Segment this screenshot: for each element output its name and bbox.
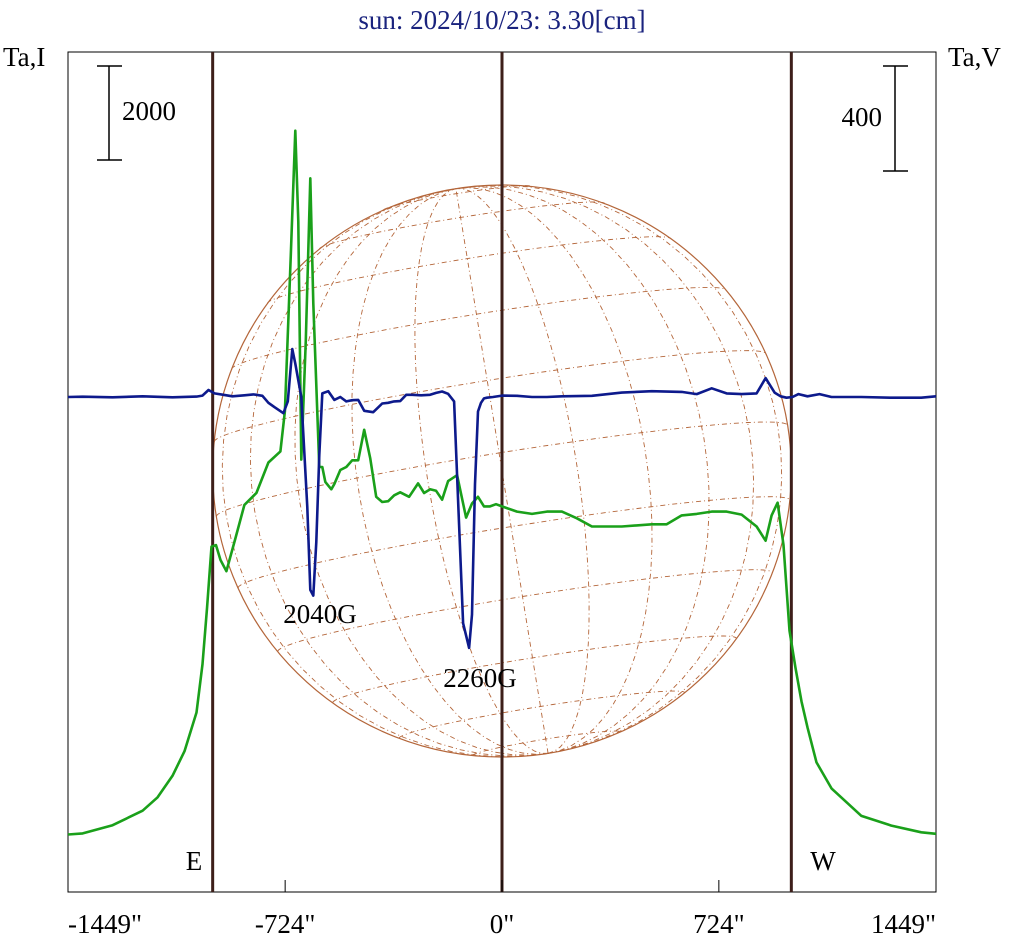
right-scale-label: 400 — [842, 102, 883, 132]
latitude-line — [472, 730, 621, 756]
east-limb-label: E — [186, 846, 203, 876]
x-tick-label: 1449" — [871, 909, 936, 939]
x-tick-label: -1449" — [68, 909, 142, 939]
annotation-2040G: 2040G — [283, 599, 357, 629]
longitude-line — [455, 188, 549, 754]
limb-lines — [211, 52, 793, 892]
west-limb-label: W — [810, 846, 836, 876]
longitude-line — [351, 188, 549, 755]
longitude-line — [455, 188, 590, 754]
solar-disk — [212, 184, 792, 758]
longitude-line — [414, 188, 549, 754]
longitude-line — [455, 184, 783, 754]
latitude-line — [318, 201, 606, 250]
latitude-line — [237, 496, 791, 589]
x-tick-label: -724" — [255, 909, 316, 939]
right-axis-label: Ta,V — [948, 42, 1001, 72]
longitude-line — [455, 187, 653, 754]
latitude-line — [398, 690, 686, 739]
latitude-line — [266, 236, 672, 304]
annotation-2260G: 2260G — [443, 663, 517, 693]
x-axis-ticks: -1449" -724" 0" 724" 1449" — [68, 880, 936, 939]
longitude-line — [455, 185, 755, 754]
left-axis-label: Ta,I — [3, 42, 45, 72]
left-scale-bar — [97, 65, 122, 161]
latitude-line — [213, 350, 767, 443]
longitude-line — [294, 188, 549, 756]
longitude-line — [221, 188, 549, 758]
longitude-line — [455, 186, 710, 754]
right-scale-bar — [883, 65, 908, 172]
series-line-intensity — [67, 129, 937, 836]
x-tick-label: 724" — [693, 909, 745, 939]
x-tick-label: 0" — [490, 909, 515, 939]
series-line-polarization — [67, 347, 937, 650]
chart-title: sun: 2024/10/23: 3.30[cm] — [358, 5, 645, 35]
left-scale-label: 2000 — [122, 96, 176, 126]
longitude-line — [249, 188, 549, 757]
